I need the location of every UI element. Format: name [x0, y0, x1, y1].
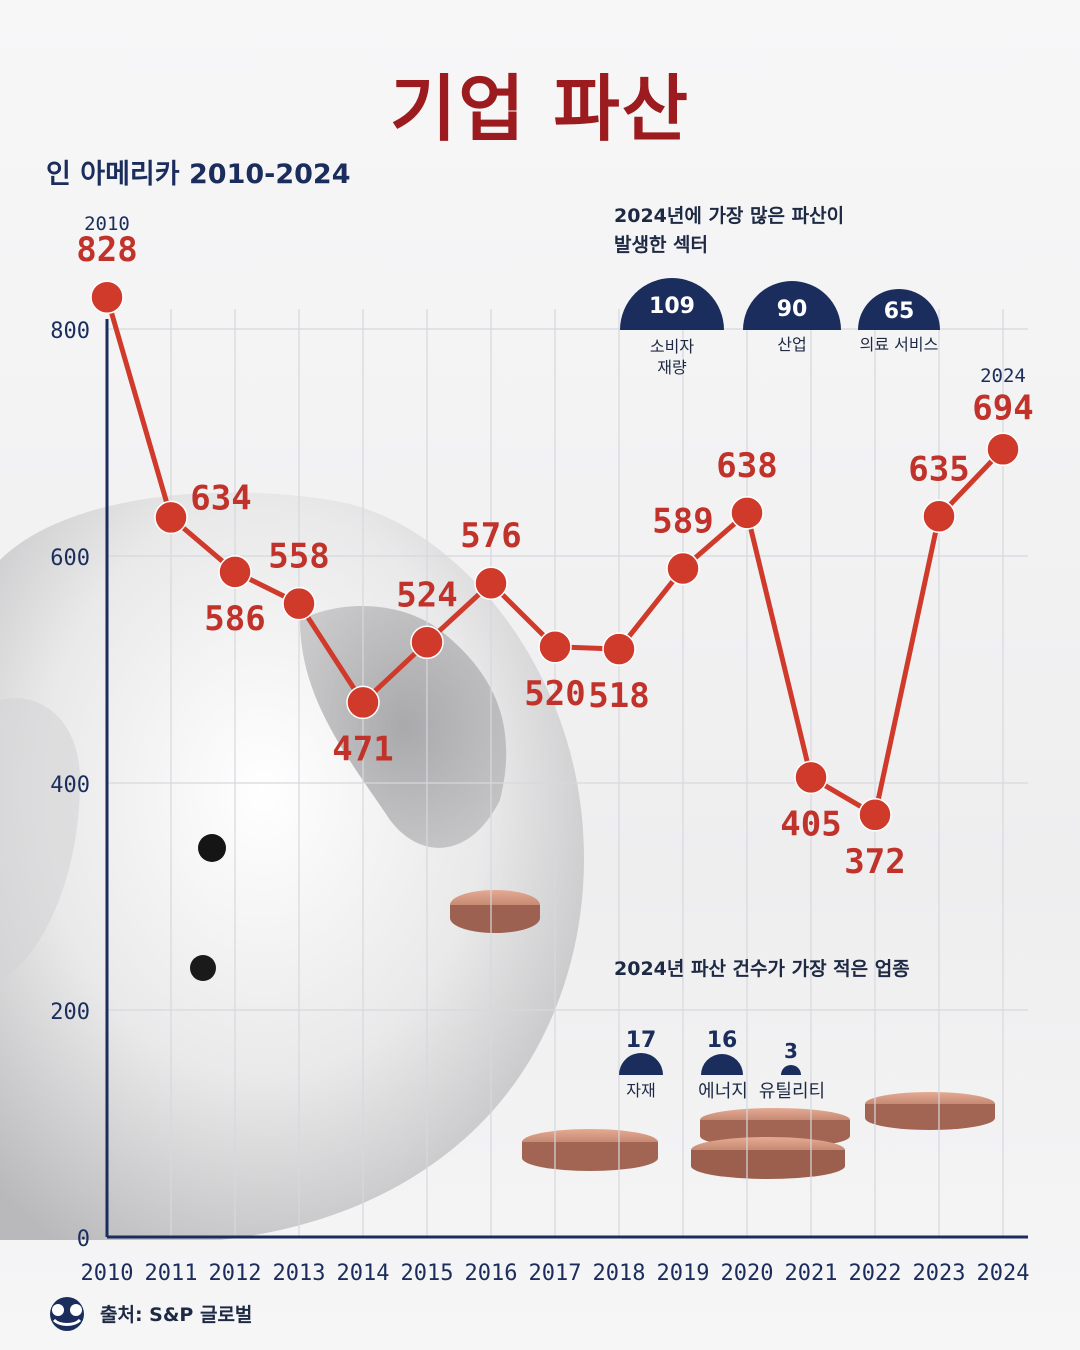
- data-point-2020: [730, 496, 764, 530]
- coins-illustration: [522, 1092, 995, 1179]
- y-tick-label: 0: [77, 1227, 90, 1252]
- top-sector-markers: 109 90 65: [620, 278, 940, 330]
- sp-global-logo-icon: [50, 1297, 84, 1331]
- y-tick-label: 600: [50, 546, 90, 571]
- bottom-sector-1-label: 자재: [626, 1081, 656, 1100]
- data-label-2017: 520: [524, 674, 585, 714]
- bottom-sector-3-label: 유틸리티: [758, 1081, 826, 1102]
- page-subtitle: 인 아메리카 2010-2024: [46, 159, 351, 190]
- y-tick-label: 400: [50, 773, 90, 798]
- data-point-2011: [154, 500, 188, 535]
- data-point-2015: [410, 625, 444, 660]
- data-label-2020: 638: [716, 446, 777, 486]
- top-sector-1-value: 109: [649, 294, 695, 319]
- top-sectors-title-line1: 2024년에 가장 많은 파산이: [614, 205, 845, 227]
- top-sector-1-label-line1: 소비자: [649, 337, 695, 356]
- x-tick-label-2017: 2017: [529, 1261, 582, 1286]
- data-point-2022: [858, 798, 892, 832]
- data-point-2012: [218, 555, 252, 589]
- data-point-2018: [602, 632, 636, 666]
- top-sectors-title: 2024년에 가장 많은 파산이 발생한 섹터: [614, 202, 844, 260]
- data-point-2013: [282, 586, 316, 621]
- top-sector-1-label-line2: 재량: [657, 358, 687, 377]
- chart-gridlines: [107, 309, 1028, 1237]
- page-title: 기업 파산: [389, 67, 691, 151]
- bottom-sector-2-value: 16: [707, 1028, 738, 1053]
- data-label-2013: 558: [268, 537, 329, 577]
- x-tick-label-2012: 2012: [209, 1261, 262, 1286]
- data-label-2011: 634: [190, 478, 251, 518]
- x-tick-label-2014: 2014: [337, 1261, 390, 1286]
- bottom-sector-1-value: 17: [626, 1028, 657, 1053]
- top-sectors-title-line2: 발생한 섹터: [614, 234, 709, 256]
- chart-axes: [105, 319, 1028, 1239]
- y-tick-labels: 0 200 400 600 800: [50, 319, 90, 1252]
- data-label-2023: 635: [908, 449, 969, 489]
- x-tick-label-2013: 2013: [273, 1261, 326, 1286]
- bottom-sector-2-label: 에너지: [698, 1081, 748, 1102]
- bottom-sector-2-shape: [701, 1054, 743, 1075]
- y-tick-label: 200: [50, 1000, 90, 1025]
- x-tick-label-2022: 2022: [849, 1261, 902, 1286]
- piggy-bank-illustration: [0, 492, 584, 1240]
- data-point-2021: [794, 760, 828, 795]
- first-year-caption: 2010: [84, 213, 130, 235]
- bottom-sector-1-shape: [619, 1053, 663, 1075]
- top-sector-2-shape: [743, 281, 841, 330]
- data-label-2012: 586: [204, 599, 265, 639]
- chart-points: [90, 280, 1020, 832]
- data-point-2016: [474, 566, 508, 600]
- data-label-2010: 828: [76, 230, 137, 270]
- top-sector-3-shape: [858, 289, 940, 330]
- top-sector-1-shape: [620, 278, 724, 330]
- data-point-2014: [346, 685, 380, 720]
- x-tick-label-2020: 2020: [721, 1261, 774, 1286]
- x-tick-label-2019: 2019: [657, 1261, 710, 1286]
- bottom-sector-3-value: 3: [784, 1039, 798, 1063]
- x-tick-label-2021: 2021: [785, 1261, 838, 1286]
- source-credit: 출처: S&P 글로벌: [100, 1304, 253, 1326]
- top-sector-3-label: 의료 서비스: [859, 335, 939, 354]
- data-label-2022: 372: [844, 842, 905, 882]
- data-label-2016: 576: [460, 516, 521, 556]
- top-sector-3-value: 65: [884, 299, 915, 324]
- data-label-2021: 405: [780, 804, 841, 844]
- data-label-2014: 471: [332, 729, 393, 769]
- last-year-caption: 2024: [980, 365, 1026, 387]
- x-tick-label-2024: 2024: [977, 1261, 1030, 1286]
- data-point-2024: [986, 432, 1020, 467]
- bottom-sectors-title: 2024년 파산 건수가 가장 적은 업종: [614, 958, 910, 980]
- x-tick-labels: 2010 2011 2012 2013 2014 2015 2016 2017 2018 2019…: [81, 1261, 1030, 1286]
- x-tick-label-2018: 2018: [593, 1261, 646, 1286]
- x-tick-label-2015: 2015: [401, 1261, 454, 1286]
- data-label-2019: 589: [652, 501, 713, 541]
- x-tick-label-2011: 2011: [145, 1261, 198, 1286]
- data-label-2018: 518: [588, 676, 649, 716]
- data-point-2010: [90, 280, 124, 314]
- x-tick-label-2010: 2010: [81, 1261, 134, 1286]
- data-point-2017: [538, 630, 572, 664]
- bottom-sector-3-shape: [781, 1065, 801, 1075]
- top-sector-2-label: 산업: [777, 335, 807, 354]
- top-sector-1-label: 소비자 재량: [622, 336, 722, 378]
- data-point-2019: [666, 551, 700, 586]
- x-tick-label-2016: 2016: [465, 1261, 518, 1286]
- y-tick-label: 800: [50, 319, 90, 344]
- data-label-2015: 524: [396, 575, 457, 615]
- data-label-2024: 694: [972, 388, 1033, 428]
- data-point-2023: [922, 499, 956, 534]
- bottom-sector-markers: 17 16 3: [619, 1028, 801, 1075]
- x-tick-label-2023: 2023: [913, 1261, 966, 1286]
- top-sector-2-value: 90: [777, 297, 808, 322]
